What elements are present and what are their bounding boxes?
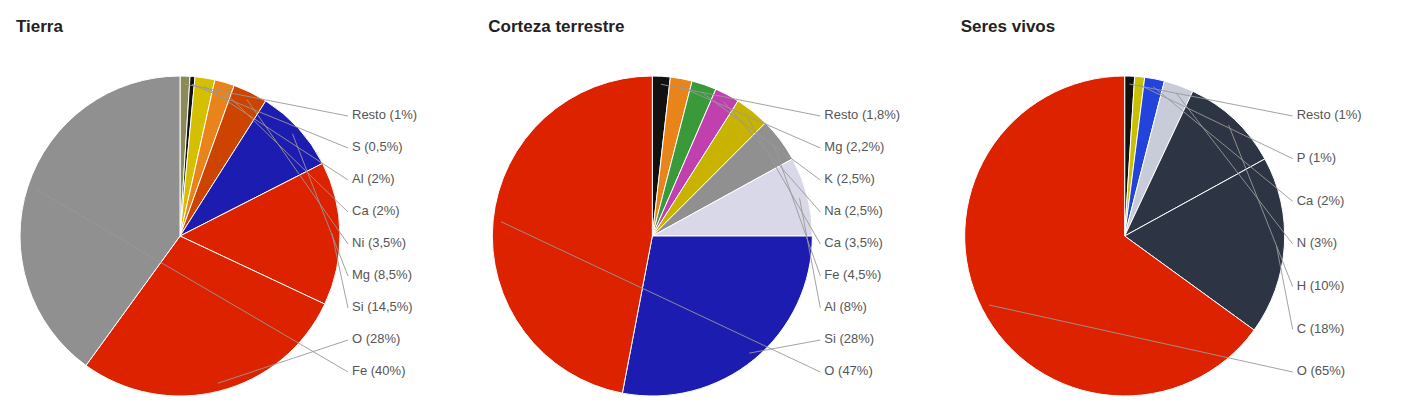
- leader-line: [747, 117, 820, 244]
- figure: Tierra Resto (1%) S (0,5%) Al (2%) Ca (2%) Ni…: [0, 0, 1417, 416]
- slice-label: P (1%): [1297, 150, 1337, 165]
- slice-label: Mg (8,5%): [352, 267, 412, 282]
- leader-lines: [35, 84, 348, 383]
- slices: [965, 76, 1285, 396]
- leader-line: [292, 134, 348, 276]
- slice-label: Si (14,5%): [352, 299, 413, 314]
- slice-label: Ni (3,5%): [352, 235, 406, 250]
- slice-label: K (2,5%): [824, 171, 875, 186]
- leader-line: [1129, 84, 1292, 116]
- leader-line: [501, 222, 820, 372]
- slice-label: H (10%): [1297, 278, 1345, 293]
- slice-label: Si (28%): [824, 331, 874, 346]
- slice-label: C (18%): [1297, 321, 1345, 336]
- pie-slice: [652, 159, 812, 236]
- slice-label: Ca (2%): [352, 203, 400, 218]
- slices: [492, 76, 812, 396]
- slice-label: Resto (1%): [1297, 107, 1362, 122]
- leader-line: [1139, 85, 1293, 159]
- leader-line: [1276, 246, 1292, 330]
- leader-line: [680, 87, 820, 148]
- leader-line: [35, 189, 348, 372]
- slice-label: Al (8%): [824, 299, 867, 314]
- slice-label: Mg (2,2%): [824, 139, 884, 154]
- leader-lines: [989, 84, 1292, 372]
- pie-slice: [20, 76, 180, 365]
- slice-label: S (0,5%): [352, 139, 403, 154]
- chart-title: Seres vivos: [961, 17, 1056, 36]
- slice-labels: Resto (1,8%) Mg (2,2%) K (2,5%) Na (2,5%) Ca…: [824, 107, 900, 378]
- slice-label: Na (2,5%): [824, 203, 883, 218]
- pie-chart: Corteza terrestre Resto (1,8%) Mg (2,2%) K …: [488, 17, 900, 396]
- pie-slice: [492, 76, 652, 393]
- pie-chart: Seres vivos Resto (1%) P (1%) Ca (2%) N (3%)…: [961, 17, 1362, 396]
- slice-label: Ca (2%): [1297, 193, 1345, 208]
- pie-slice: [622, 236, 812, 396]
- leader-line: [800, 198, 821, 308]
- pie-slice: [965, 76, 1254, 396]
- slice-label: Al (2%): [352, 171, 395, 186]
- pie-chart: Tierra Resto (1%) S (0,5%) Al (2%) Ca (2%) Ni…: [16, 17, 417, 396]
- leader-line: [1176, 93, 1293, 244]
- slice-labels: Resto (1%) S (0,5%) Al (2%) Ca (2%) Ni (3,5%…: [352, 107, 417, 378]
- chart-title: Tierra: [16, 17, 63, 36]
- slices: [20, 76, 340, 396]
- leader-line: [192, 84, 348, 148]
- leader-line: [702, 92, 821, 180]
- leader-line: [218, 340, 348, 383]
- slice-label: Fe (40%): [352, 363, 405, 378]
- leader-line: [1153, 87, 1293, 202]
- leader-line: [185, 84, 348, 116]
- slice-label: O (65%): [1297, 363, 1345, 378]
- leader-line: [204, 86, 348, 180]
- leader-line: [723, 102, 820, 212]
- leader-line: [1229, 125, 1293, 286]
- chart-title: Corteza terrestre: [488, 17, 624, 36]
- slice-labels: Resto (1%) P (1%) Ca (2%) N (3%) H (10%) C (1…: [1297, 107, 1362, 378]
- leader-line: [247, 99, 348, 244]
- leader-lines: [501, 84, 820, 372]
- slice-label: Fe (4,5%): [824, 267, 881, 282]
- leader-line: [774, 145, 820, 276]
- slice-label: O (47%): [824, 363, 872, 378]
- slice-label: N (3%): [1297, 235, 1337, 250]
- leader-line: [749, 340, 820, 353]
- leader-line: [222, 90, 348, 212]
- slice-label: Resto (1,8%): [824, 107, 900, 122]
- leader-line: [989, 305, 1292, 372]
- slice-label: O (28%): [352, 331, 400, 346]
- slice-label: Resto (1%): [352, 107, 417, 122]
- slice-label: Ca (3,5%): [824, 235, 883, 250]
- leader-line: [332, 234, 348, 308]
